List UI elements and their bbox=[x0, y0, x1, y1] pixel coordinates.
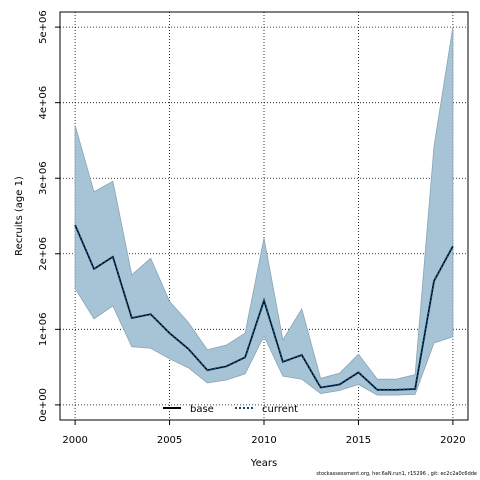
y-tick-label: 2e+06 bbox=[38, 237, 49, 271]
y-tick-label: 4e+06 bbox=[38, 86, 49, 120]
series-line-current bbox=[74, 224, 454, 391]
x-tick-label: 2020 bbox=[440, 435, 465, 446]
y-tick-label: 5e+06 bbox=[38, 10, 49, 44]
y-axis-label: Recruits (age 1) bbox=[14, 176, 25, 256]
x-tick-label: 2015 bbox=[346, 435, 371, 446]
x-axis-label: Years bbox=[250, 458, 277, 469]
y-tick-label: 1e+06 bbox=[38, 313, 49, 347]
confidence-band-group bbox=[74, 27, 454, 396]
series-lines-group bbox=[74, 224, 454, 391]
y-tick-label: 3e+06 bbox=[38, 161, 49, 195]
legend: base current bbox=[163, 404, 298, 415]
y-axis: 0e+00 1e+06 2e+06 3e+06 4e+06 5e+06 bbox=[38, 10, 60, 422]
x-tick-label: 2005 bbox=[157, 435, 182, 446]
x-tick-label: 2000 bbox=[62, 435, 87, 446]
legend-label-base: base bbox=[190, 404, 214, 415]
legend-label-current: current bbox=[262, 404, 298, 415]
grid bbox=[60, 12, 468, 420]
y-tick-label: 0e+00 bbox=[38, 388, 49, 422]
footer-attribution: stockassessment.org, her.6aN.run1, r1529… bbox=[316, 471, 477, 477]
x-axis: 2000 2005 2010 2015 2020 bbox=[62, 420, 466, 446]
x-tick-label: 2010 bbox=[251, 435, 276, 446]
confidence-band bbox=[74, 27, 454, 396]
